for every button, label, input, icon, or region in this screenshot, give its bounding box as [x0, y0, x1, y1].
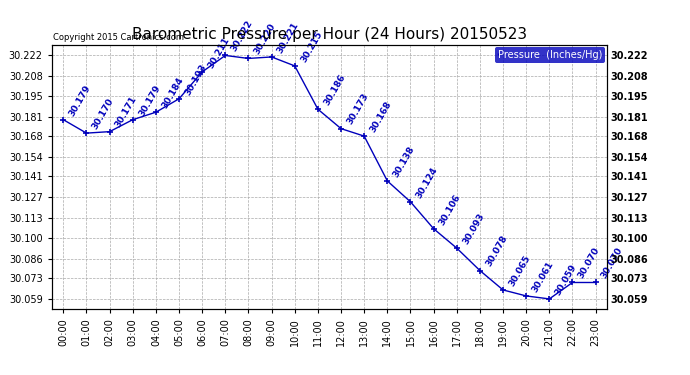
Text: 30.059: 30.059: [553, 262, 578, 297]
Text: 30.170: 30.170: [90, 97, 116, 131]
Text: 30.138: 30.138: [391, 144, 417, 179]
Text: 30.070: 30.070: [600, 246, 624, 280]
Text: 30.184: 30.184: [160, 75, 185, 110]
Text: 30.211: 30.211: [206, 35, 231, 70]
Text: 30.221: 30.221: [276, 20, 301, 55]
Text: 30.124: 30.124: [415, 165, 440, 200]
Text: 30.193: 30.193: [184, 62, 208, 97]
Text: 30.106: 30.106: [437, 192, 463, 226]
Text: 30.179: 30.179: [137, 83, 162, 117]
Text: 30.171: 30.171: [114, 95, 139, 129]
Text: 30.173: 30.173: [345, 92, 371, 126]
Text: Copyright 2015 Cartronics.com: Copyright 2015 Cartronics.com: [53, 33, 184, 42]
Text: 30.093: 30.093: [461, 211, 486, 246]
Text: 30.186: 30.186: [322, 73, 347, 107]
Text: 30.061: 30.061: [531, 260, 555, 294]
Text: 30.078: 30.078: [484, 234, 509, 268]
Text: 30.179: 30.179: [68, 83, 92, 117]
Text: 30.168: 30.168: [368, 100, 393, 134]
Title: Barometric Pressure per Hour (24 Hours) 20150523: Barometric Pressure per Hour (24 Hours) …: [132, 27, 527, 42]
Text: 30.222: 30.222: [230, 19, 255, 53]
Text: 30.215: 30.215: [299, 29, 324, 64]
Text: 30.220: 30.220: [253, 22, 277, 56]
Text: 30.070: 30.070: [577, 246, 602, 280]
Legend: Pressure  (Inches/Hg): Pressure (Inches/Hg): [495, 47, 605, 63]
Text: 30.065: 30.065: [507, 254, 532, 288]
